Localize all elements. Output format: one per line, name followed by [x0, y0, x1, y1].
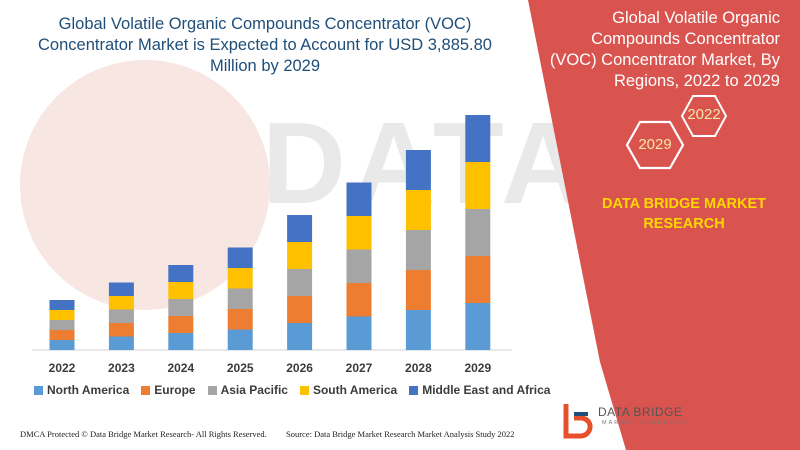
- bar-segment-asia-pacific-2024: [168, 299, 194, 316]
- legend-swatch: [409, 385, 419, 395]
- legend-label: Europe: [154, 383, 196, 397]
- bar-segment-middle-east-africa-2026: [287, 215, 313, 242]
- logo-tagline: MARKET RESEARCH: [602, 420, 687, 426]
- bar-segment-south-america-2027: [346, 216, 372, 250]
- x-tick-labels: 2022 2023 2024 2025 2026 2027 2028 2029: [49, 361, 492, 375]
- logo-name: DATA BRIDGE: [598, 405, 683, 419]
- bar-segment-north-america-2029: [465, 303, 491, 350]
- x-tick-label-2029: 2029: [464, 361, 491, 375]
- bar-segment-europe-2028: [405, 270, 431, 310]
- bars-group: [49, 115, 491, 350]
- bar-segment-europe-2023: [108, 323, 134, 337]
- hexagon-2029-label: 2029: [638, 136, 672, 153]
- x-tick-label-2026: 2026: [286, 361, 313, 375]
- bar-segment-south-america-2026: [287, 242, 313, 269]
- bar-segment-middle-east-africa-2029: [465, 115, 491, 162]
- legend-item-europe: Europe: [141, 383, 196, 397]
- x-tick-label-2023: 2023: [108, 361, 135, 375]
- bar-segment-north-america-2022: [49, 340, 75, 350]
- legend-item-asia-pacific: Asia Pacific: [207, 383, 288, 397]
- bar-segment-middle-east-africa-2023: [108, 282, 134, 296]
- bar-segment-south-america-2029: [465, 162, 491, 209]
- bar-segment-europe-2022: [49, 330, 75, 340]
- bar-segment-asia-pacific-2027: [346, 249, 372, 283]
- legend-swatch: [34, 385, 43, 395]
- bar-segment-south-america-2024: [168, 282, 194, 299]
- bar-segment-middle-east-africa-2027: [346, 182, 372, 216]
- bar-segment-south-america-2025: [227, 268, 253, 289]
- footer-copyright: DMCA Protected © Data Bridge Market Rese…: [20, 429, 267, 439]
- x-tick-label-2024: 2024: [167, 361, 194, 375]
- bar-segment-middle-east-africa-2028: [405, 150, 431, 190]
- legend-label: Asia Pacific: [220, 383, 288, 397]
- x-tick-label-2025: 2025: [227, 361, 254, 375]
- x-tick-label-2022: 2022: [49, 361, 76, 375]
- bar-segment-asia-pacific-2025: [227, 288, 253, 309]
- bar-segment-asia-pacific-2029: [465, 209, 491, 256]
- legend-item-middle-east-africa: Middle East and Africa: [409, 383, 550, 397]
- legend-swatch: [207, 385, 217, 395]
- bar-segment-north-america-2026: [287, 323, 313, 350]
- bar-segment-south-america-2023: [108, 296, 134, 310]
- legend-item-north-america: North America: [34, 383, 129, 397]
- x-tick-label-2027: 2027: [346, 361, 373, 375]
- x-tick-label-2028: 2028: [405, 361, 432, 375]
- hexagon-2022: [680, 95, 728, 137]
- bar-segment-north-america-2025: [227, 329, 253, 350]
- right-panel-background: [528, 0, 800, 450]
- legend-swatch: [141, 385, 151, 395]
- bar-segment-middle-east-africa-2024: [168, 265, 194, 282]
- bar-segment-europe-2025: [227, 309, 253, 330]
- bar-segment-europe-2027: [346, 283, 372, 317]
- bar-segment-asia-pacific-2028: [405, 230, 431, 270]
- hexagon-2029: [625, 120, 685, 170]
- legend-label: South America: [312, 383, 398, 397]
- bar-segment-europe-2026: [287, 296, 313, 323]
- bar-segment-south-america-2028: [405, 190, 431, 230]
- bar-segment-asia-pacific-2022: [49, 320, 75, 330]
- hexagon-2022-label: 2022: [687, 106, 721, 123]
- panel-title: Global Volatile Organic Compounds Concen…: [549, 9, 780, 90]
- legend-item-south-america: South America: [299, 383, 398, 397]
- bar-segment-middle-east-africa-2022: [49, 300, 75, 310]
- bar-segment-south-america-2022: [49, 310, 75, 320]
- bar-segment-middle-east-africa-2025: [227, 247, 253, 268]
- bar-segment-asia-pacific-2026: [287, 269, 313, 296]
- legend: North America Europe Asia Pacific South …: [34, 383, 550, 397]
- legend-swatch: [299, 385, 309, 395]
- bar-segment-north-america-2028: [405, 310, 431, 350]
- chart-title: Global Volatile Organic Compounds Concen…: [38, 15, 492, 75]
- brand-label: DATA BRIDGE MARKET RESEARCH: [601, 196, 767, 232]
- bar-segment-north-america-2024: [168, 333, 194, 350]
- bar-segment-europe-2024: [168, 316, 194, 333]
- footer-source: Source: Data Bridge Market Research Mark…: [286, 429, 515, 439]
- data-bridge-logo-icon: [563, 404, 593, 439]
- legend-label: Middle East and Africa: [422, 383, 551, 397]
- bar-segment-north-america-2023: [108, 336, 134, 350]
- bar-segment-asia-pacific-2023: [108, 309, 134, 323]
- bar-segment-north-america-2027: [346, 316, 372, 350]
- legend-label: North America: [47, 383, 130, 397]
- bar-segment-europe-2029: [465, 256, 491, 303]
